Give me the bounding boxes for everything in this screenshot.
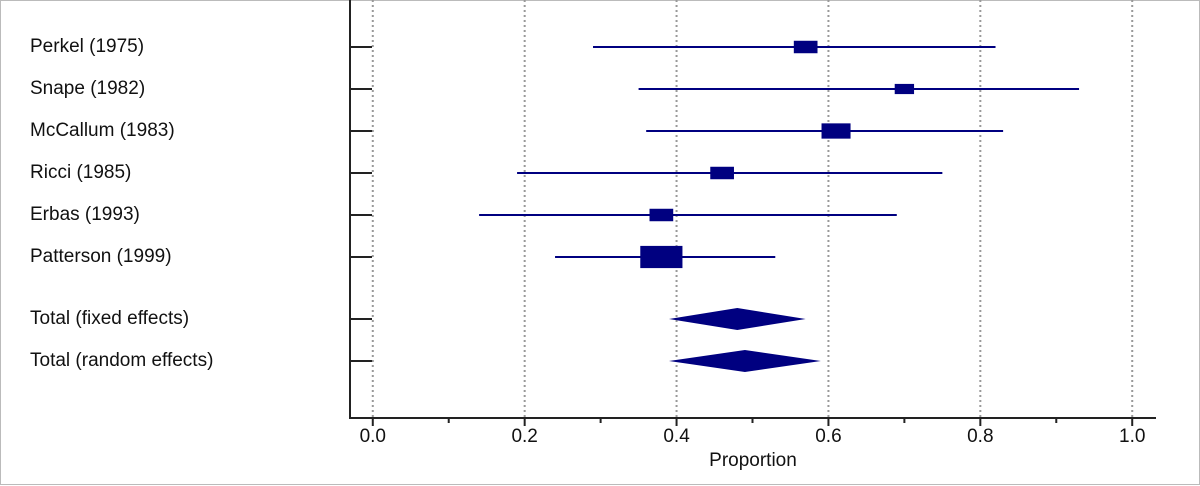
x-tick-label: 1.0 xyxy=(1119,426,1145,447)
study-label: Erbas (1993) xyxy=(30,204,140,225)
x-axis-label: Proportion xyxy=(709,450,797,471)
study-label: Ricci (1985) xyxy=(30,162,131,183)
point-estimate xyxy=(710,166,734,180)
point-estimate xyxy=(640,245,683,269)
summary-diamond xyxy=(668,350,821,372)
total-label: Total (random effects) xyxy=(30,350,213,371)
study-label: Snape (1982) xyxy=(30,78,145,99)
summary-diamond xyxy=(668,308,806,330)
point-estimate xyxy=(894,83,915,95)
x-tick-label: 0.2 xyxy=(511,426,537,447)
study-label: Perkel (1975) xyxy=(30,36,144,57)
x-tick-label: 0.0 xyxy=(360,426,386,447)
study-label: Patterson (1999) xyxy=(30,246,172,267)
study-label: McCallum (1983) xyxy=(30,120,175,141)
total-label: Total (fixed effects) xyxy=(30,308,189,329)
point-estimate xyxy=(821,123,851,139)
point-estimate xyxy=(793,40,818,54)
x-tick-label: 0.8 xyxy=(967,426,993,447)
point-estimate xyxy=(649,208,674,222)
x-tick-label: 0.4 xyxy=(663,426,690,447)
x-tick-label: 0.6 xyxy=(815,426,841,447)
